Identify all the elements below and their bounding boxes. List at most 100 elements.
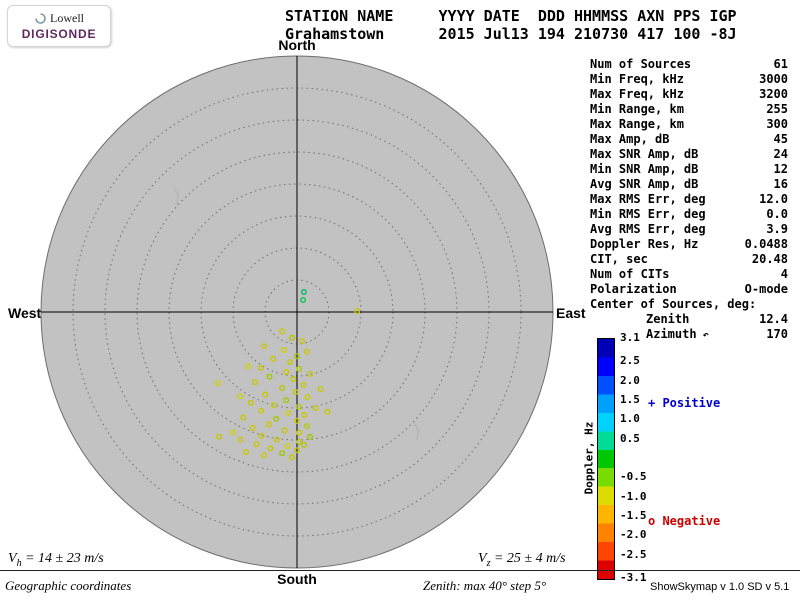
azimuth-arrow-icon: ↶	[696, 330, 709, 341]
colorbar-tick-label: -1.5	[620, 509, 647, 523]
source-point	[301, 411, 308, 418]
stats-panel: Num of Sources 61 Min Freq, kHz 3000 Max Fre…	[590, 57, 788, 342]
source-point	[273, 436, 280, 443]
stat-label: Min Range, km	[590, 102, 684, 116]
logo-top-row: Lowell	[34, 11, 84, 26]
source-point	[262, 391, 269, 398]
colorbar-tick-label: -2.5	[620, 547, 647, 561]
colorbar-tick-label: -3.1	[620, 571, 647, 584]
stat-label: Min RMS Err, deg	[590, 207, 706, 221]
vh-symbol: V	[8, 551, 17, 566]
colorbar-tick-label: -0.5	[620, 470, 647, 484]
source-point	[303, 348, 310, 355]
stat-label: Max Freq, kHz	[590, 87, 684, 101]
source-point	[304, 423, 311, 430]
stat-value: 12.4	[759, 312, 788, 326]
stat-row: Min SNR Amp, dB 12	[590, 162, 788, 177]
source-point	[300, 297, 307, 304]
stat-value: O-mode	[744, 282, 788, 296]
source-point	[290, 376, 297, 383]
logo-digisonde-text: DIGISONDE	[21, 27, 97, 41]
stat-value: 0.0488	[744, 237, 788, 251]
footer-coordinates: Geographic coordinates	[5, 578, 132, 593]
source-point	[279, 385, 286, 392]
stat-value: 4	[780, 267, 788, 281]
negative-legend: o Negative	[648, 514, 721, 528]
source-point	[307, 371, 314, 378]
header-station-values: Grahamstown 2015 Jul13 194 210730 417 10…	[285, 25, 737, 43]
stat-label: Num of Sources	[590, 57, 692, 71]
stat-row: Doppler Res, Hz 0.0488	[590, 237, 788, 252]
colorbar-title: Doppler, Hz	[582, 421, 596, 495]
source-point	[245, 363, 252, 370]
source-point	[295, 403, 302, 410]
stat-value: 16	[773, 177, 788, 191]
source-point	[294, 447, 301, 454]
compass-label-south: South	[277, 571, 317, 587]
source-point	[267, 445, 274, 452]
stat-row: Max Freq, kHz 3200	[590, 87, 788, 102]
source-point	[283, 397, 290, 404]
stat-value: 12	[773, 162, 788, 176]
colorbar-tick-label: 2.0	[620, 373, 640, 387]
vz-velocity: Vz = 25 ± 4 m/s	[478, 551, 566, 569]
stat-row: Azimuth ↶ 170	[590, 327, 788, 342]
source-point	[279, 450, 286, 457]
source-point	[253, 441, 260, 448]
source-point	[237, 436, 244, 443]
stat-row: Max Amp, dB 45	[590, 132, 788, 147]
source-point	[292, 389, 299, 396]
source-point	[296, 438, 303, 445]
vz-value-text: = 25 ± 4 m/s	[490, 551, 566, 566]
source-point	[270, 402, 277, 409]
stat-row: Num of Sources 61	[590, 57, 788, 72]
source-point	[229, 429, 236, 436]
source-point	[270, 355, 277, 362]
source-point	[273, 415, 280, 422]
source-point	[237, 393, 244, 400]
colorbar-tick-label: 0.5	[620, 431, 640, 445]
source-point	[258, 407, 265, 414]
compass-label-east: East	[556, 305, 586, 321]
source-point	[289, 334, 296, 341]
stat-label: CIT, sec	[590, 252, 648, 266]
source-point	[324, 408, 331, 415]
logo-lowell-text: Lowell	[50, 11, 84, 25]
compass-label-west: West	[8, 305, 42, 321]
vh-subscript: h	[16, 557, 22, 569]
footer-zenith-settings: Zenith: max 40° step 5°	[423, 578, 547, 593]
source-point	[280, 347, 287, 354]
source-point	[294, 353, 301, 360]
stat-value: 24	[773, 147, 788, 161]
source-point	[215, 433, 222, 440]
colorbar	[597, 338, 615, 580]
stat-row: CIT, sec 20.48	[590, 252, 788, 267]
stat-label: Polarization	[590, 282, 677, 296]
stat-value: 20.48	[751, 252, 788, 266]
stat-value: 12.0	[759, 192, 788, 206]
source-point	[247, 399, 254, 406]
stat-row: Min Range, km 255	[590, 102, 788, 117]
source-point	[284, 443, 291, 450]
stat-row: Zenith 12.4	[590, 312, 788, 327]
colorbar-tick-label: 2.5	[620, 354, 640, 368]
stat-row: Avg RMS Err, deg 3.9	[590, 222, 788, 237]
source-point	[251, 379, 258, 386]
colorbar-tick-label: 1.5	[620, 392, 640, 406]
stat-value: 255	[766, 102, 788, 116]
stat-row: Avg SNR Amp, dB 16	[590, 177, 788, 192]
source-point	[296, 429, 303, 436]
source-point	[300, 289, 307, 296]
colorbar-tick-label: 1.0	[620, 412, 640, 426]
source-point	[240, 414, 247, 421]
source-point	[281, 427, 288, 434]
stat-value: 3200	[759, 87, 788, 101]
stat-label: Num of CITs	[590, 267, 670, 281]
source-point	[258, 432, 265, 439]
source-point	[260, 452, 267, 459]
vh-velocity: Vh = 14 ± 23 m/s	[8, 551, 104, 569]
source-point	[287, 359, 294, 366]
stat-value: 45	[773, 132, 788, 146]
source-point	[214, 380, 221, 387]
